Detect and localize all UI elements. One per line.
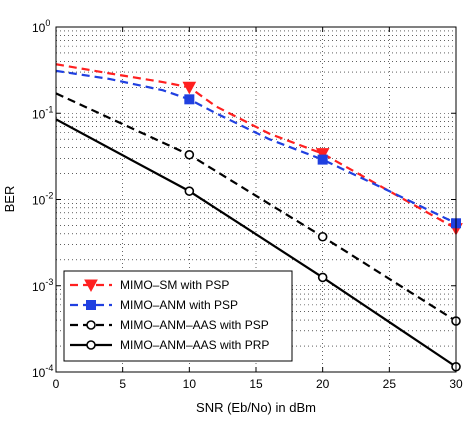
legend-item: MIMO–ANM–AAS with PRP	[70, 338, 269, 352]
x-tick-label: 0	[53, 377, 60, 391]
data-point-marker	[184, 186, 195, 196]
legend-label: MIMO–ANM with PSP	[120, 298, 238, 312]
data-point-marker	[184, 94, 195, 105]
x-tick-label: 20	[316, 377, 330, 391]
series-line	[55, 92, 457, 322]
x-tick-label: 30	[449, 377, 463, 391]
series-line	[55, 69, 457, 225]
y-tick-label: 10-1	[32, 104, 53, 121]
data-point-marker	[317, 154, 328, 165]
x-tick-label: 5	[119, 377, 126, 391]
series-line	[55, 118, 457, 368]
legend: MIMO–SM with PSP MIMO–ANM with PSP MIMO–AN…	[63, 270, 293, 362]
legend-marker	[86, 300, 96, 310]
data-point-marker	[184, 149, 195, 160]
legend-label: MIMO–SM with PSP	[120, 278, 229, 292]
legend-marker	[86, 340, 96, 350]
y-tick-label: 10-2	[32, 191, 53, 208]
x-tick-label: 15	[249, 377, 263, 391]
x-tick-label: 10	[183, 377, 197, 391]
legend-marker	[84, 279, 98, 293]
x-axis-label: SNR (Eb/No) in dBm	[196, 400, 316, 415]
y-tick-label: 10-3	[32, 277, 53, 294]
legend-item: MIMO–ANM with PSP	[70, 298, 238, 312]
data-point-marker	[315, 148, 330, 161]
series-line	[55, 63, 457, 230]
legend-label: MIMO–ANM–AAS with PSP	[120, 318, 269, 332]
y-tick-label: 10-4	[32, 363, 53, 380]
y-tick-label: 100	[32, 18, 50, 35]
data-point-marker	[317, 231, 328, 242]
x-tick-label: 25	[383, 377, 397, 391]
legend-item: MIMO–SM with PSP	[70, 278, 229, 293]
y-axis-label: BER	[2, 186, 17, 213]
axis-ticks: 0 5 10 15 20 25 30 10-4 10-3 10-2 10-1 100	[32, 18, 463, 391]
legend-marker	[86, 320, 96, 330]
data-point-marker	[182, 81, 197, 95]
data-point-marker	[317, 272, 328, 283]
legend-item: MIMO–ANM–AAS with PSP	[70, 318, 269, 332]
legend-label: MIMO–ANM–AAS with PRP	[120, 338, 269, 352]
